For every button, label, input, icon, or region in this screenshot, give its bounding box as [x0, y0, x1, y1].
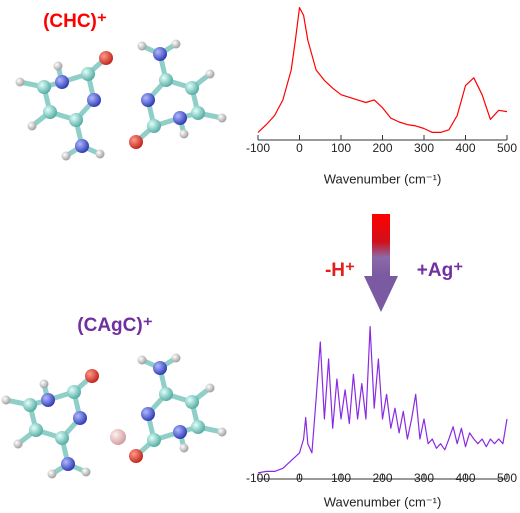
chart-title: (CAgC)⁺ [77, 315, 152, 336]
atom [137, 41, 147, 51]
atom [173, 111, 187, 125]
atom [85, 369, 99, 383]
atom [1, 395, 11, 405]
atom [15, 77, 25, 87]
spectrum-line [257, 326, 508, 474]
atom [217, 113, 227, 123]
x-tick-label: 500 [497, 471, 517, 485]
atom [55, 431, 69, 445]
atom [191, 420, 205, 434]
x-tick-label: 100 [331, 471, 351, 485]
x-tick-label: 100 [331, 141, 351, 155]
atom [69, 113, 83, 127]
atom [173, 425, 187, 439]
atom [205, 69, 215, 79]
atom [43, 105, 57, 119]
chart-title: (CHC)⁺ [43, 11, 107, 32]
reaction-arrow [364, 214, 398, 312]
atom [129, 449, 143, 463]
atom [147, 433, 161, 447]
atom [179, 443, 189, 453]
atom [99, 51, 113, 65]
atom [73, 411, 87, 425]
atom [137, 355, 147, 365]
x-tick-label: -100 [246, 471, 270, 485]
atom [61, 151, 71, 161]
atom [29, 423, 43, 437]
x-axis-label: Wavenumber (cm⁻¹) [324, 171, 442, 186]
atom [13, 439, 23, 449]
x-tick-label: 400 [455, 141, 475, 155]
x-tick-label: 500 [497, 141, 517, 155]
arrow-label: +Ag⁺ [417, 260, 463, 281]
atom [179, 129, 189, 139]
atom [147, 119, 161, 133]
atom [61, 457, 75, 471]
x-tick-label: 400 [455, 471, 475, 485]
x-tick-label: 0 [296, 471, 303, 485]
atom [159, 73, 173, 87]
x-tick-label: 0 [296, 141, 303, 155]
atom [39, 379, 49, 389]
silver-atom [110, 429, 126, 445]
x-tick-label: 200 [372, 141, 392, 155]
atom [191, 106, 205, 120]
atom [141, 407, 155, 421]
x-tick-label: 300 [414, 141, 434, 155]
atom [75, 139, 89, 153]
atom [27, 121, 37, 131]
atom [95, 149, 105, 159]
atom [205, 383, 215, 393]
atom [153, 47, 167, 61]
atom [37, 80, 51, 94]
molecule-drawings [1, 39, 227, 479]
atom [185, 81, 199, 95]
atom [41, 393, 55, 407]
atom [129, 135, 143, 149]
x-tick-label: 200 [372, 471, 392, 485]
atom [153, 361, 167, 375]
atom [55, 75, 69, 89]
atom [81, 467, 91, 477]
atom [23, 398, 37, 412]
atom [81, 67, 95, 81]
x-tick-label: -100 [246, 141, 270, 155]
atom [67, 385, 81, 399]
atom [159, 387, 173, 401]
atom [47, 469, 57, 479]
x-axis-label: Wavenumber (cm⁻¹) [324, 494, 442, 509]
atom [141, 93, 155, 107]
spectrum-line [257, 7, 508, 133]
atom [53, 61, 63, 71]
atom [171, 353, 181, 363]
x-tick-label: 300 [414, 471, 434, 485]
atom [87, 93, 101, 107]
arrow-label: -H⁺ [325, 260, 355, 281]
atom [171, 39, 181, 49]
atom [185, 395, 199, 409]
atom [217, 427, 227, 437]
